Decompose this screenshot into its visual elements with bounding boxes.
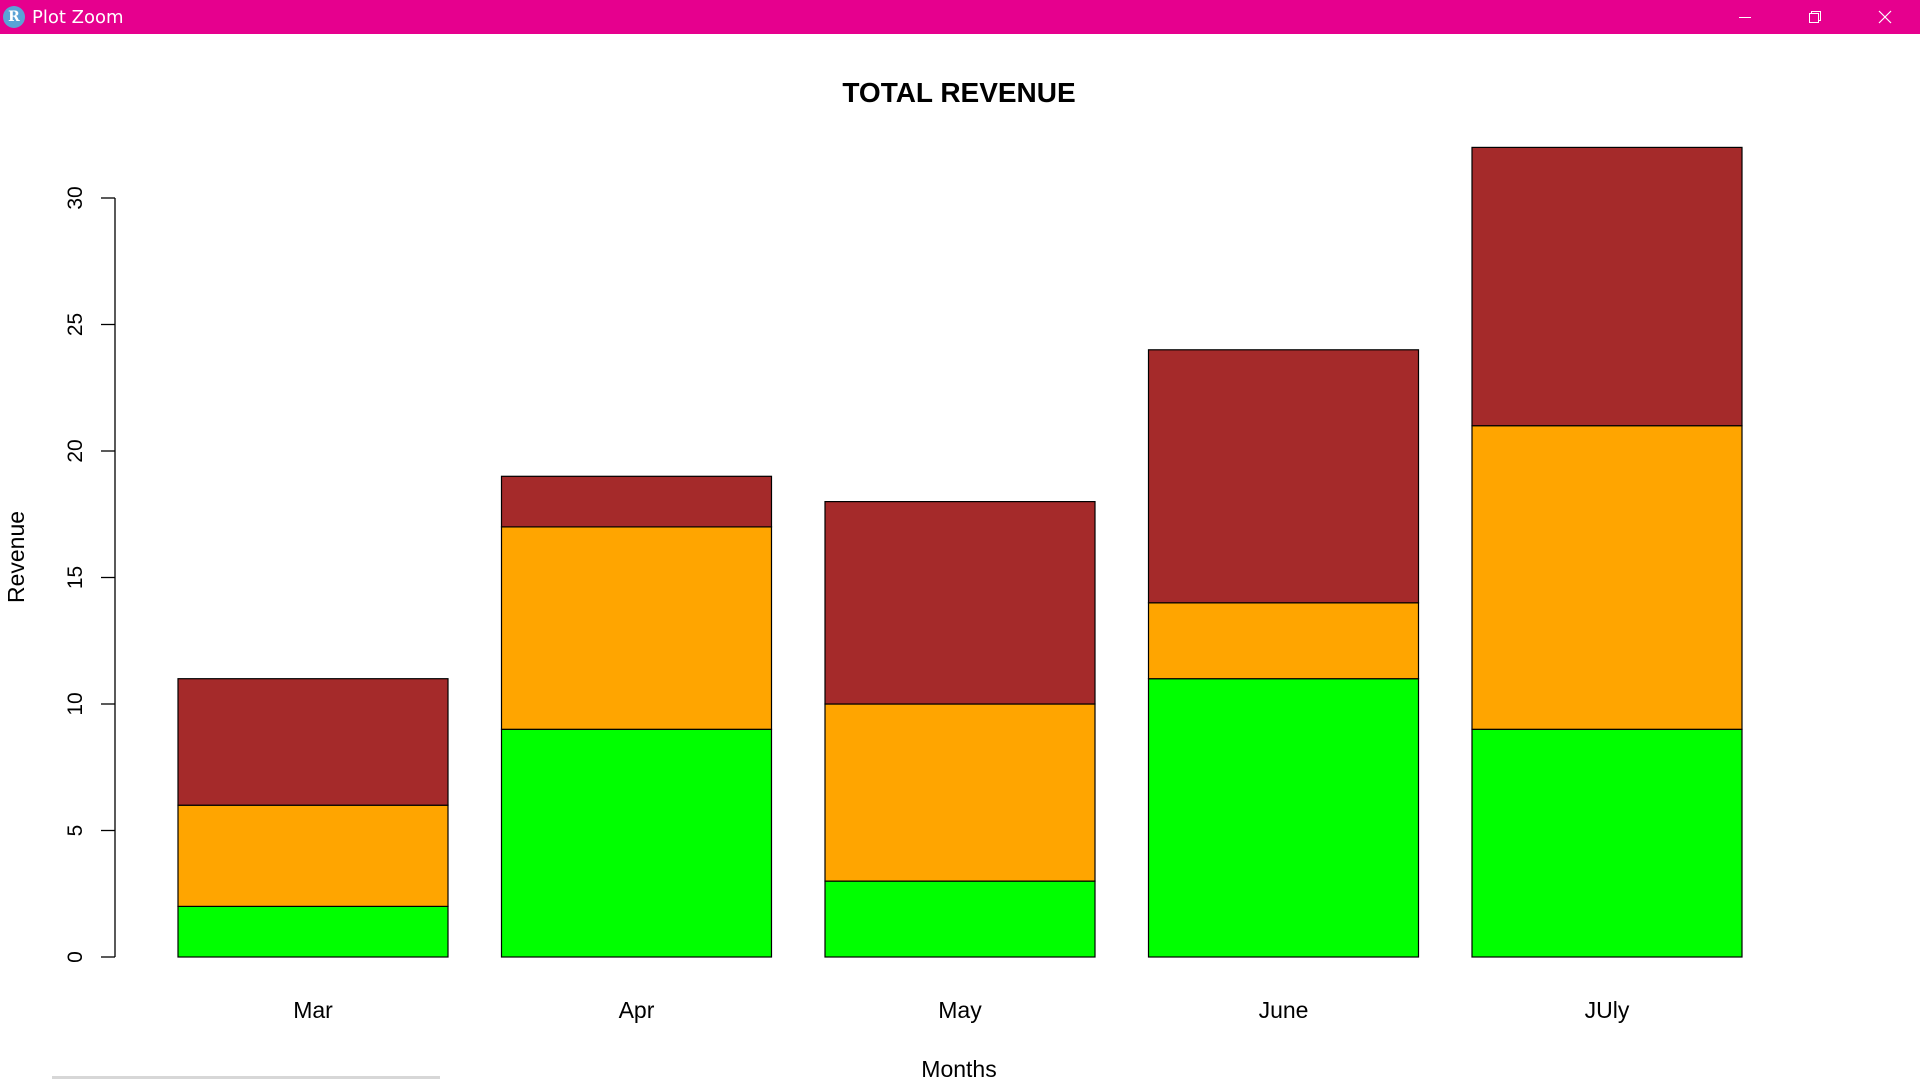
bar-segment [1147, 602, 1420, 680]
chart-title: TOTAL REVENUE [842, 77, 1075, 108]
y-tick-label: 25 [64, 313, 87, 336]
y-axis-label: Revenue [3, 511, 29, 603]
bar-segment [177, 804, 449, 908]
y-tick-label: 10 [64, 692, 87, 715]
bar-segment [500, 526, 773, 730]
bar-segment [1147, 349, 1420, 604]
bar-segment [500, 728, 773, 958]
bar-segment [1471, 728, 1743, 958]
window-title: Plot Zoom [32, 6, 124, 28]
app-icon-letter: R [8, 9, 20, 25]
x-axis-label: Months [921, 1056, 996, 1080]
x-tick-label: May [938, 997, 982, 1023]
bar-segment [177, 905, 449, 958]
y-axis: 0 5 10 15 20 25 30 [64, 186, 116, 963]
x-tick-label: Apr [619, 997, 655, 1023]
bar-segment [177, 678, 449, 806]
y-tick-label: 30 [64, 186, 87, 209]
bar-segment [824, 501, 1096, 705]
bar-segment [1471, 425, 1743, 730]
x-tick-label: JUly [1585, 997, 1630, 1023]
window-controls [1710, 0, 1920, 34]
minimize-button[interactable] [1710, 0, 1780, 34]
scrollbar[interactable] [52, 1076, 440, 1079]
y-tick-label: 5 [64, 825, 87, 837]
restore-button[interactable] [1780, 0, 1850, 34]
bar-segment [1147, 678, 1420, 958]
bar-segment [500, 475, 773, 528]
close-icon [1878, 10, 1892, 24]
title-bar: R Plot Zoom [0, 0, 1920, 34]
stacked-bar-chart: TOTAL REVENUE Months Revenue 0 5 10 15 20 25 3… [3, 77, 1743, 1080]
y-tick-label: 20 [64, 439, 87, 462]
close-button[interactable] [1850, 0, 1920, 34]
x-tick-labels: Mar Apr May June JUly [293, 997, 1630, 1023]
restore-icon [1809, 11, 1821, 23]
y-tick-label: 0 [64, 951, 87, 963]
x-tick-label: June [1259, 997, 1309, 1023]
bar-segment [1471, 146, 1743, 427]
minimize-icon [1739, 17, 1751, 18]
x-tick-label: Mar [293, 997, 333, 1023]
plot-area: TOTAL REVENUE Months Revenue 0 5 10 15 20 25 3… [0, 34, 1920, 1080]
bar-segment [824, 880, 1096, 958]
bar-segment [824, 703, 1096, 882]
r-app-icon: R [3, 6, 25, 28]
y-tick-label: 15 [64, 566, 87, 589]
bars-group [177, 146, 1743, 958]
